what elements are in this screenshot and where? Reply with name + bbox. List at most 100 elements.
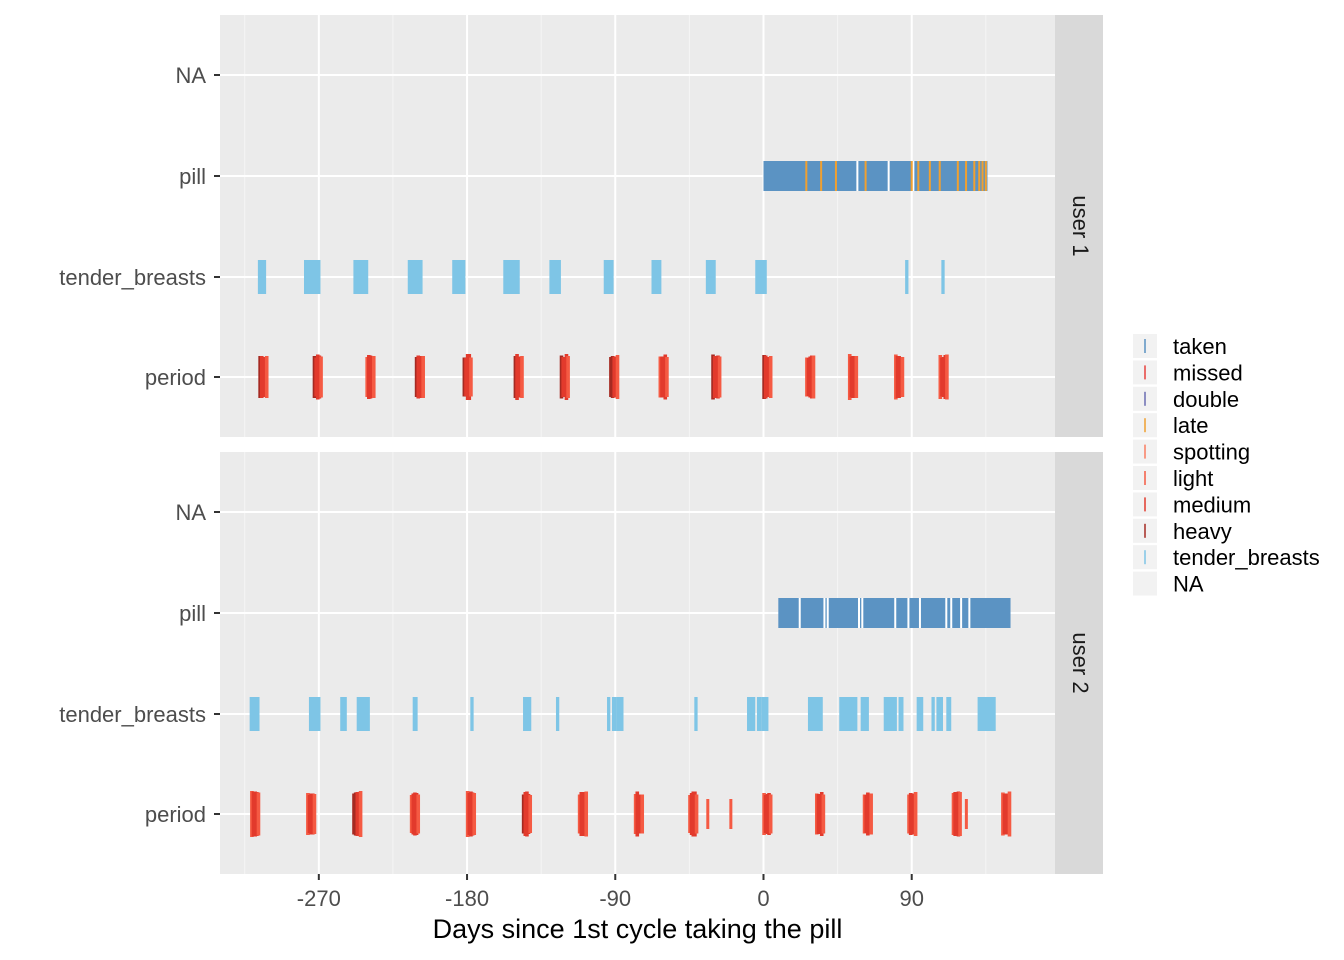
- pill-late-mark: [910, 161, 913, 191]
- tender-breasts-mark: [616, 697, 624, 731]
- tender-breasts-mark: [308, 697, 321, 731]
- tender-breasts-mark: [523, 697, 532, 731]
- pill-taken-segment: [763, 161, 988, 191]
- period-spotting-mark: [729, 799, 733, 829]
- period-mark: [811, 355, 816, 399]
- y-tick-label: period: [145, 802, 206, 827]
- tender-breasts-mark: [977, 697, 996, 731]
- period-mark: [913, 792, 918, 836]
- legend-key: [1133, 571, 1157, 596]
- pill-late-mark: [984, 161, 987, 191]
- pill-day-gap: [856, 161, 859, 191]
- period-mark: [945, 354, 949, 400]
- pill-day-gap: [826, 598, 829, 628]
- pill-late-mark: [965, 161, 968, 191]
- period-mark: [900, 357, 905, 397]
- tender-breasts-mark: [340, 697, 347, 731]
- legend: takenmisseddoublelatespottinglightmedium…: [1133, 334, 1320, 597]
- period-mark: [528, 795, 533, 833]
- pill-day-gap: [960, 598, 963, 628]
- legend-label: light: [1173, 466, 1213, 491]
- y-tick-label: tender_breasts: [59, 702, 206, 727]
- period-mark: [256, 792, 261, 836]
- period-mark: [768, 794, 773, 834]
- period-mark: [312, 794, 317, 834]
- y-tick-label: period: [145, 365, 206, 390]
- tender-breasts-mark: [470, 697, 474, 731]
- period-mark: [869, 793, 873, 835]
- tender-breasts-mark: [931, 697, 935, 731]
- tender-breasts-mark: [694, 697, 698, 731]
- legend-label: heavy: [1173, 519, 1232, 544]
- tender-breasts-mark: [503, 260, 520, 294]
- facet-strip-label: user 2: [1068, 632, 1093, 693]
- legend-label: double: [1173, 387, 1239, 412]
- legend-label: missed: [1173, 360, 1243, 385]
- pill-late-mark: [956, 161, 959, 191]
- tender-breasts-mark: [761, 697, 769, 731]
- period-mark: [768, 356, 773, 398]
- tender-breasts-mark: [747, 697, 756, 731]
- pill-late-mark: [820, 161, 823, 191]
- period-spotting-mark: [964, 799, 968, 829]
- tender-breasts-mark: [936, 697, 944, 731]
- pill-late-mark: [981, 161, 984, 191]
- legend-label: taken: [1173, 334, 1227, 359]
- period-mark: [472, 793, 477, 835]
- tender-breasts-mark: [946, 697, 952, 731]
- y-tick-label: tender_breasts: [59, 265, 206, 290]
- legend-label: tender_breasts: [1173, 545, 1320, 570]
- pill-day-gap: [918, 598, 921, 628]
- period-mark: [264, 356, 269, 398]
- tender-breasts-mark: [611, 697, 617, 731]
- pill-day-gap: [798, 598, 801, 628]
- pill-day-gap: [945, 598, 948, 628]
- period-spotting-mark: [706, 799, 710, 829]
- period-mark: [615, 355, 620, 399]
- legend-label: spotting: [1173, 440, 1250, 465]
- period-mark: [694, 794, 699, 834]
- pill-late-mark: [834, 161, 837, 191]
- x-tick-label: 0: [757, 886, 769, 911]
- pill-day-gap: [858, 598, 861, 628]
- x-tick-label: -270: [297, 886, 341, 911]
- period-mark: [854, 356, 859, 398]
- tender-breasts-mark: [860, 697, 869, 731]
- tender-breasts-mark: [603, 260, 614, 294]
- tender-breasts-mark: [353, 260, 369, 294]
- pill-late-mark: [917, 161, 920, 191]
- tender-breasts-mark: [452, 260, 466, 294]
- pill-day-gap: [823, 598, 826, 628]
- facet-strip: [1055, 15, 1103, 437]
- period-mark: [358, 791, 363, 837]
- tender-breasts-mark: [755, 260, 767, 294]
- x-tick-label: 90: [899, 886, 923, 911]
- pill-day-gap: [950, 598, 953, 628]
- pill-late-mark: [978, 161, 981, 191]
- pill-day-gap: [912, 161, 915, 191]
- tender-breasts-mark: [303, 260, 321, 294]
- pill-late-mark: [973, 161, 976, 191]
- period-mark: [566, 356, 570, 398]
- tender-breasts-mark: [756, 697, 762, 731]
- pill-day-gap: [968, 598, 971, 628]
- tender-breasts-mark: [905, 260, 909, 294]
- y-tick-label: NA: [175, 500, 206, 525]
- pill-late-mark: [938, 161, 941, 191]
- facet-strip-label: user 1: [1068, 195, 1093, 256]
- tender-breasts-mark: [356, 697, 370, 731]
- pill-late-mark: [864, 161, 867, 191]
- period-mark: [1007, 791, 1012, 837]
- y-tick-label: pill: [179, 601, 206, 626]
- tender-breasts-mark: [883, 697, 897, 731]
- tender-breasts-mark: [549, 260, 561, 294]
- tender-breasts-mark: [257, 260, 267, 294]
- period-mark: [416, 794, 421, 834]
- tender-breasts-mark: [705, 260, 716, 294]
- tender-breasts-mark: [916, 697, 924, 731]
- y-tick-label: NA: [175, 63, 206, 88]
- pill-day-gap: [861, 598, 864, 628]
